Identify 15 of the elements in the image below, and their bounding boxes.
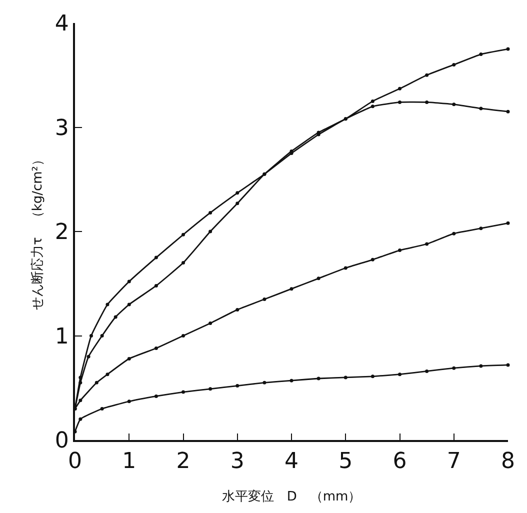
x-axis-title: 水平変位 D （mm） [222,488,362,504]
x-tick-label: 7 [446,449,461,474]
x-tick-label: 4 [284,449,298,474]
x-tick-label: 5 [338,449,353,474]
x-tick-label: 1 [122,449,136,474]
x-tick-label: 3 [230,449,244,474]
x-tick-label: 8 [501,449,515,474]
y-tick-label: 3 [54,116,69,141]
x-tick-label: 2 [176,449,190,474]
x-tick-label: 6 [392,449,407,474]
y-tick-label: 1 [54,324,69,350]
y-axis-title: せん断応力τ （kg/cm²） [29,152,46,310]
y-tick-label: 4 [54,12,69,37]
y-tick-label: 2 [54,220,69,246]
y-tick-label: 0 [54,428,69,454]
